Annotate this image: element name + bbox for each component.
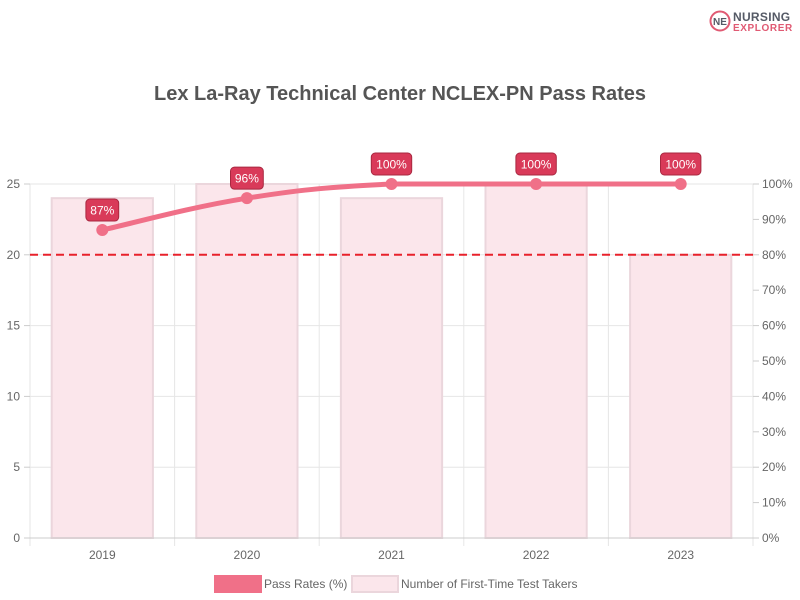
axes: 0 5 10 15 20 25 0% 10% 20% 30% 40% 50% 60% 70% 80% 90% 1… xyxy=(7,177,793,562)
left-tick-label: 0 xyxy=(13,531,20,545)
right-tick-label: 40% xyxy=(762,389,786,403)
bar-test-takers xyxy=(50,197,154,539)
data-label-box xyxy=(660,152,702,176)
right-tick-label: 20% xyxy=(762,460,786,474)
legend-label: Number of First-Time Test Takers xyxy=(401,577,577,591)
x-tick-label: 2023 xyxy=(667,548,694,562)
brand-logo: NE NURSING EXPLORER xyxy=(709,8,795,36)
data-label-box xyxy=(230,166,264,190)
x-tick-label: 2022 xyxy=(523,548,550,562)
right-tick-label: 30% xyxy=(762,425,786,439)
left-tick-label: 20 xyxy=(7,248,21,262)
legend-item[interactable]: Number of First-Time Test Takers xyxy=(351,575,577,593)
right-tick-label: 70% xyxy=(762,283,786,297)
left-tick-label: 15 xyxy=(7,319,21,333)
pass-rate-point xyxy=(385,178,398,190)
bar-test-takers xyxy=(195,183,299,539)
bars xyxy=(50,183,733,540)
brand-name-line1: NURSING xyxy=(733,10,791,24)
pass-rate-point xyxy=(674,178,687,190)
right-tick-label: 0% xyxy=(762,531,780,545)
data-label: 96% xyxy=(230,166,264,190)
left-tick-label: 25 xyxy=(7,177,21,191)
right-tick-label: 90% xyxy=(762,212,786,226)
x-tick-label: 2020 xyxy=(234,548,261,562)
chart-title: Lex La-Ray Technical Center NCLEX-PN Pas… xyxy=(154,83,646,105)
right-tick-label: 80% xyxy=(762,248,786,262)
data-labels: 87% 96% 100% 100% 100% xyxy=(85,152,702,222)
data-label-box xyxy=(370,152,413,176)
x-tick-label: 2019 xyxy=(89,548,116,562)
bar-test-takers xyxy=(629,253,733,540)
right-tick-label: 60% xyxy=(762,319,786,333)
nursing-explorer-badge-icon: NE xyxy=(709,10,731,32)
data-label: 100% xyxy=(660,152,702,176)
left-tick-label: 10 xyxy=(7,389,21,403)
data-label-text: 100% xyxy=(376,158,407,172)
data-label-text: 96% xyxy=(235,172,259,186)
data-label-box xyxy=(85,198,120,222)
legend-label: Pass Rates (%) xyxy=(264,577,347,591)
data-label-text: 100% xyxy=(665,158,696,172)
bar-test-takers xyxy=(339,197,444,539)
data-label-box xyxy=(515,152,557,176)
brand-name-line2: EXPLORER xyxy=(733,23,793,34)
data-label-text: 100% xyxy=(521,158,552,172)
bar-test-takers xyxy=(484,183,588,539)
data-label-text: 87% xyxy=(90,204,114,218)
data-label: 100% xyxy=(370,152,413,176)
legend-swatch xyxy=(351,575,399,593)
right-tick-label: 10% xyxy=(762,496,786,510)
x-tick-label: 2021 xyxy=(378,548,405,562)
right-tick-label: 50% xyxy=(762,354,786,368)
legend-swatch xyxy=(214,575,262,593)
pass-rate-point xyxy=(96,224,109,237)
data-label: 87% xyxy=(85,198,120,222)
pass-rate-point xyxy=(240,192,253,205)
left-tick-label: 5 xyxy=(13,460,20,474)
pass-rate-point xyxy=(530,178,543,190)
data-label: 100% xyxy=(515,152,557,176)
badge-text: NE xyxy=(713,17,727,28)
right-tick-label: 100% xyxy=(762,177,793,191)
pass-rate-line-group xyxy=(96,178,687,237)
legend[interactable]: Pass Rates (%) Number of First-Time Test … xyxy=(214,575,577,593)
legend-item[interactable]: Pass Rates (%) xyxy=(214,575,347,593)
